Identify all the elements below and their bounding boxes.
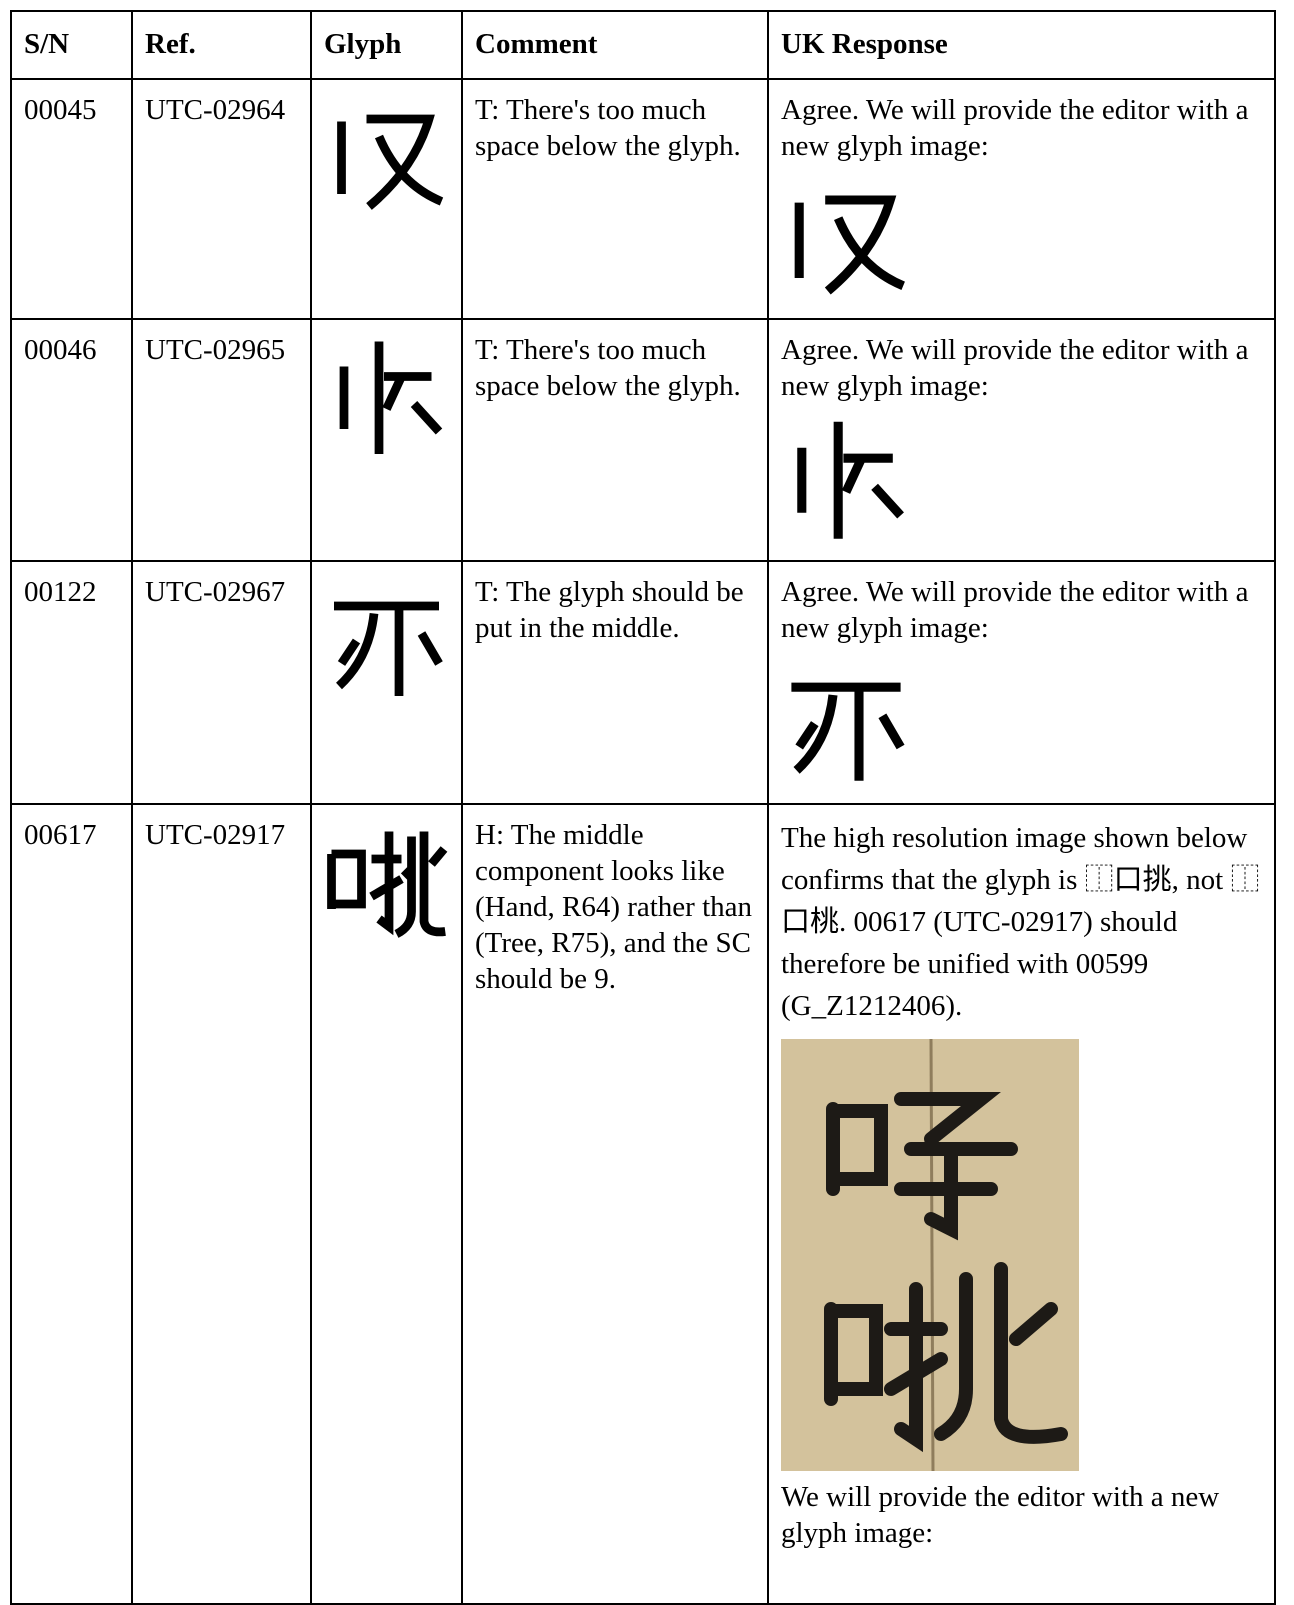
sn: 00617 (10, 803, 133, 1605)
header-cell: Ref. (131, 10, 312, 80)
response-text: Agree. We will provide the editor with a… (781, 576, 1249, 644)
response: Agree. We will provide the editor with a… (767, 78, 1276, 320)
response-text: Agree. We will provide the editor with a… (781, 334, 1249, 402)
header-row: S/N Ref. Glyph Comment UK Response (10, 10, 1276, 80)
header-cell: S/N (10, 10, 133, 80)
glyph-cell (310, 318, 463, 562)
glyph (324, 819, 449, 944)
glyph (324, 334, 449, 459)
comment: H: The middle component looks like (Hand… (461, 803, 769, 1605)
response: The high resolution image shown below co… (767, 803, 1276, 1605)
new-glyph (781, 414, 911, 544)
response-text: Agree. We will provide the editor with a… (781, 94, 1249, 162)
glyph-cell (310, 560, 463, 805)
ref: UTC-02917 (131, 803, 312, 1605)
glyph-cell (310, 78, 463, 320)
glyph-cell (310, 803, 463, 1605)
response: Agree. We will provide the editor with a… (767, 560, 1276, 805)
new-glyph (781, 656, 911, 786)
response-text: We will provide the editor with a new gl… (781, 1481, 1220, 1549)
row: 00045 UTC-02964 T: There's too much spac… (10, 78, 1276, 320)
comment: T: The glyph should be put in the middle… (461, 560, 769, 805)
sn: 00045 (10, 78, 133, 320)
sn: 00122 (10, 560, 133, 805)
comment-table: S/N Ref. Glyph Comment UK Response 00045… (10, 10, 1276, 1605)
glyph (324, 576, 449, 701)
row: 00122 UTC-02967 T: The glyph should be p… (10, 560, 1276, 805)
ref: UTC-02964 (131, 78, 312, 320)
header-cell: UK Response (767, 10, 1276, 80)
comment: T: There's too much space below the glyp… (461, 318, 769, 562)
response-text: The high resolution image shown below co… (781, 822, 1260, 1022)
glyph (324, 94, 449, 219)
sn: 00046 (10, 318, 133, 562)
ref: UTC-02965 (131, 318, 312, 562)
row: 00617 UTC-02917 H: The middle component … (10, 803, 1276, 1605)
new-glyph (781, 174, 911, 304)
ref: UTC-02967 (131, 560, 312, 805)
source-image (781, 1039, 1079, 1471)
response: Agree. We will provide the editor with a… (767, 318, 1276, 562)
header-cell: Glyph (310, 10, 463, 80)
row: 00046 UTC-02965 T: There's too much spac… (10, 318, 1276, 562)
header-cell: Comment (461, 10, 769, 80)
comment: T: There's too much space below the glyp… (461, 78, 769, 320)
